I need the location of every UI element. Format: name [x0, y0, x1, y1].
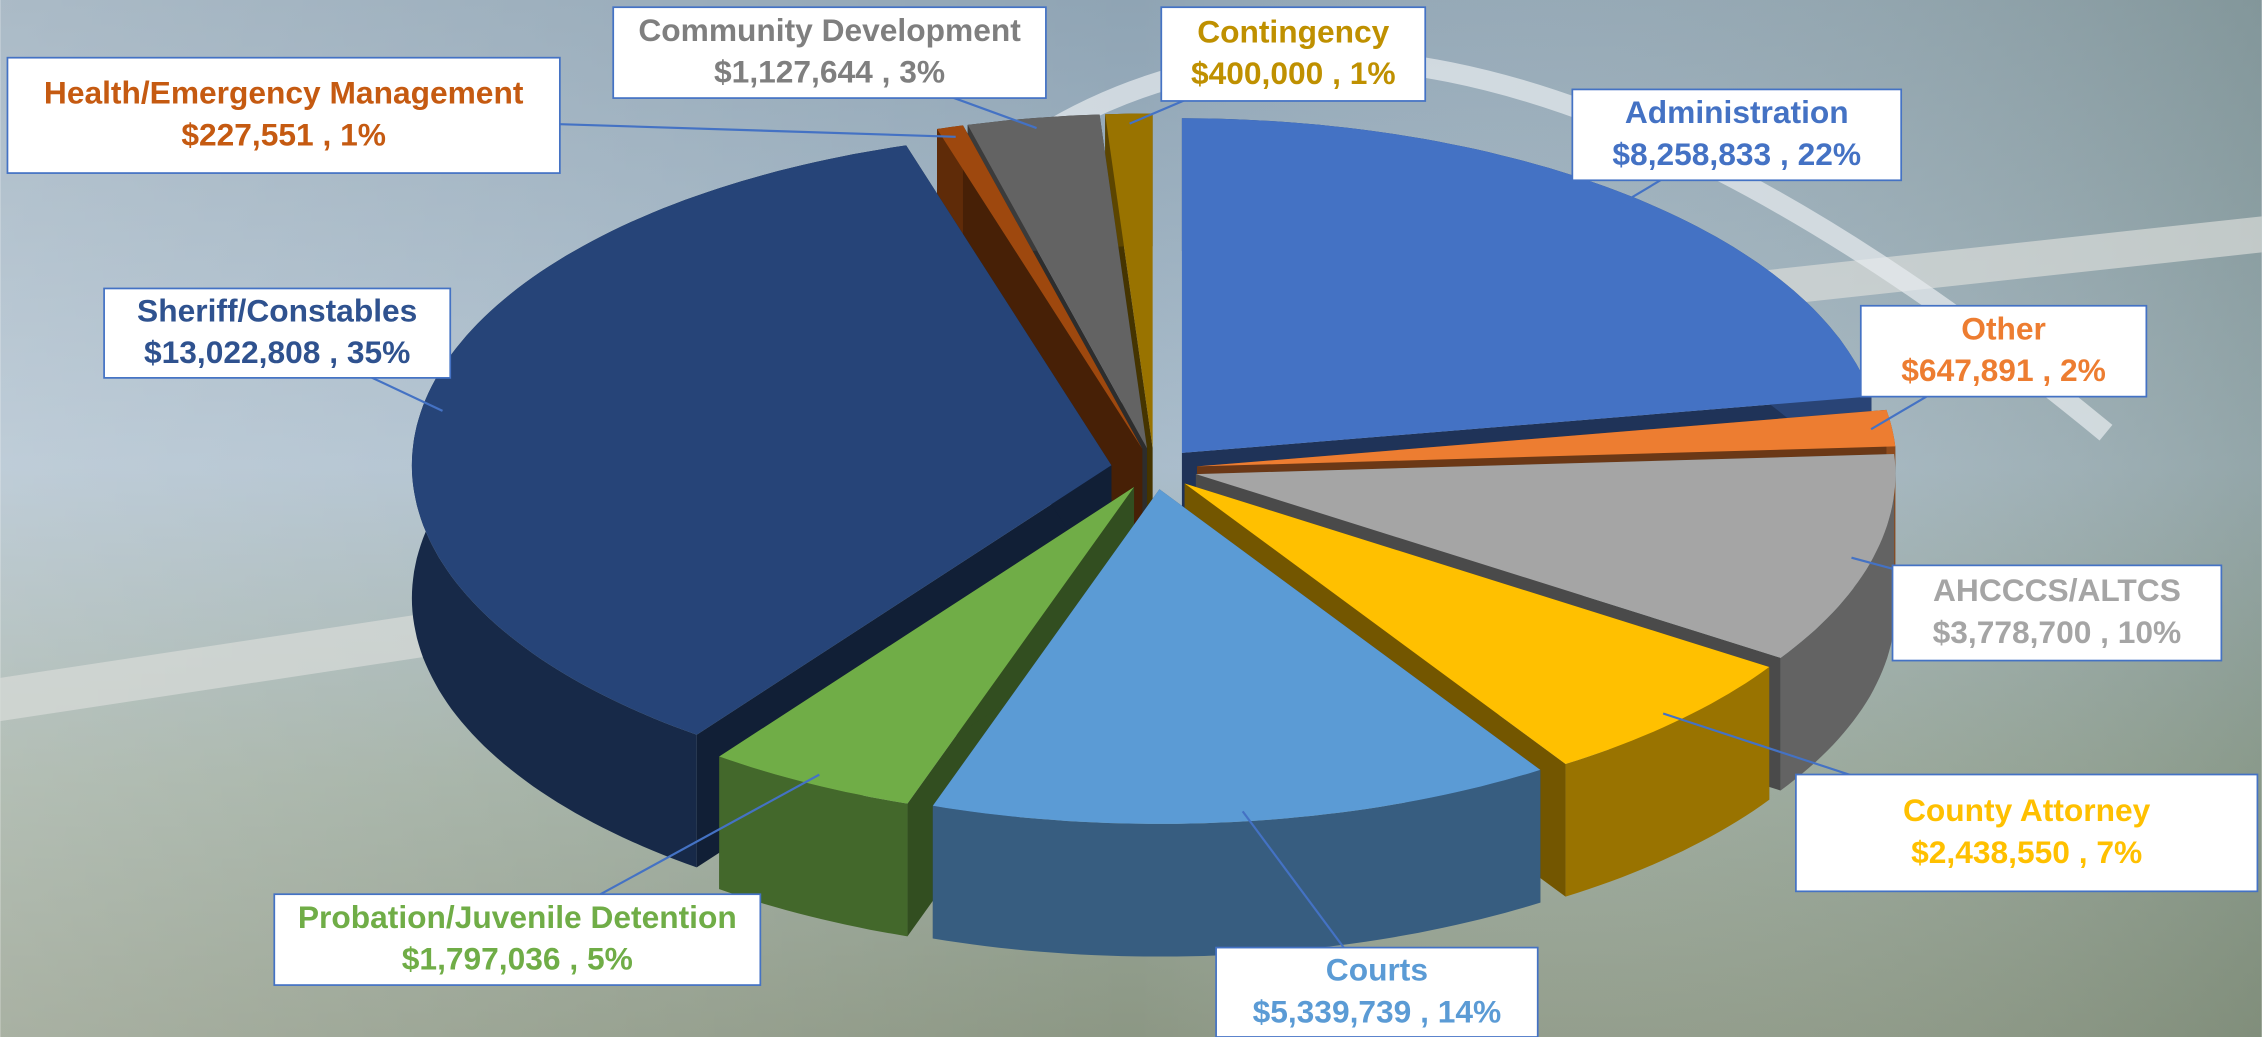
labels: Administration $8,258,833 , 22% Other $647,… [6, 6, 2259, 1037]
callout-box [273, 893, 762, 986]
value-label: $3,778,700 , 10% [1933, 614, 2182, 650]
slice [411, 145, 1112, 735]
slice [932, 489, 1541, 824]
slice-wall [1565, 667, 1770, 897]
value-label: $647,891 , 2% [1901, 352, 2106, 388]
callout-box [103, 287, 452, 379]
callout-box [1160, 6, 1427, 102]
slice-label: Health/Emergency Management [44, 75, 524, 111]
slice [937, 125, 1143, 449]
slice-wall [1780, 454, 1896, 791]
slice-wall [719, 756, 908, 937]
value-label: $5,339,739 , 14% [1253, 993, 1502, 1029]
slice-label: Other [1961, 310, 2046, 346]
slice-label: Contingency [1197, 13, 1389, 49]
value-label: $227,551 , 1% [181, 116, 386, 152]
slice-wall [932, 769, 1541, 957]
callout-box [1215, 946, 1539, 1037]
slice-label: Sheriff/Constables [137, 292, 417, 328]
slice [1195, 454, 1896, 658]
callout-box [1859, 304, 2148, 398]
bridge-arch [945, 48, 2113, 441]
pie [411, 113, 1896, 957]
slice-label: County Attorney [1903, 792, 2151, 828]
value-label: $2,438,550 , 7% [1911, 834, 2142, 870]
callout-box [1571, 88, 1903, 182]
value-label: $400,000 , 1% [1191, 55, 1396, 91]
slice [1197, 409, 1896, 467]
callout-box [1891, 564, 2223, 662]
slice [1105, 113, 1153, 449]
slice [1181, 118, 1872, 453]
value-label: $8,258,833 , 22% [1612, 136, 1861, 172]
slice [967, 114, 1148, 449]
bridge-road [1730, 216, 2262, 311]
slice-label: Administration [1625, 94, 1849, 130]
callout-box [612, 6, 1047, 99]
slice-label: Courts [1326, 951, 1428, 987]
slice-label: Community Development [638, 12, 1021, 48]
callout-box [1795, 773, 2259, 893]
slice [719, 487, 1135, 804]
value-label: $1,127,644 , 3% [714, 54, 945, 90]
value-label: $1,797,036 , 5% [402, 941, 633, 977]
slice-label: AHCCCS/ALTCS [1933, 572, 2181, 608]
slice-label: Probation/Juvenile Detention [298, 899, 737, 935]
value-label: $13,022,808 , 35% [144, 334, 410, 370]
slice [1184, 483, 1770, 764]
bridge-road [0, 605, 477, 722]
callout-box [6, 56, 561, 174]
